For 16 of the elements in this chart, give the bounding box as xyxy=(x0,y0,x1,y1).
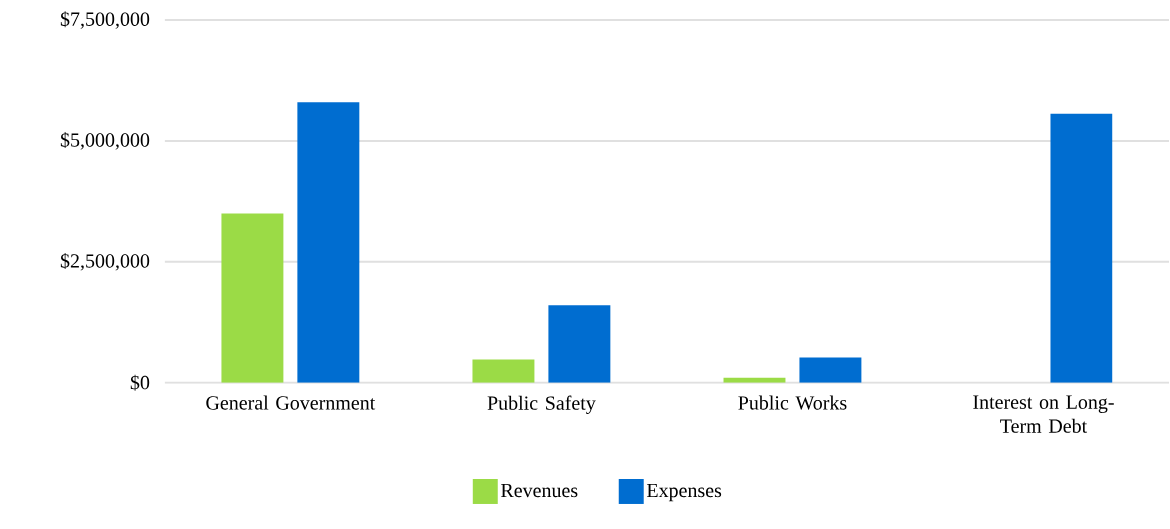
bar xyxy=(799,357,862,383)
legend-label: Expenses xyxy=(646,484,722,502)
y-tick-label: $7,500,000 xyxy=(60,11,150,29)
bar xyxy=(1050,114,1113,383)
y-tick-label: $0 xyxy=(130,374,150,391)
y-tick-label: $5,000,000 xyxy=(60,132,150,150)
bar xyxy=(221,213,284,383)
bar xyxy=(548,305,611,383)
bar xyxy=(297,102,360,383)
x-tick-label: Public Works xyxy=(738,395,847,410)
x-tick-label: General Government xyxy=(206,395,376,410)
x-tick-label: Interest on Long-Term Debt xyxy=(973,395,1114,434)
bar xyxy=(472,359,535,383)
legend-label: Revenues xyxy=(501,484,578,498)
y-tick-label: $2,500,000 xyxy=(60,253,150,271)
x-tick-label: Public Safety xyxy=(487,395,596,415)
